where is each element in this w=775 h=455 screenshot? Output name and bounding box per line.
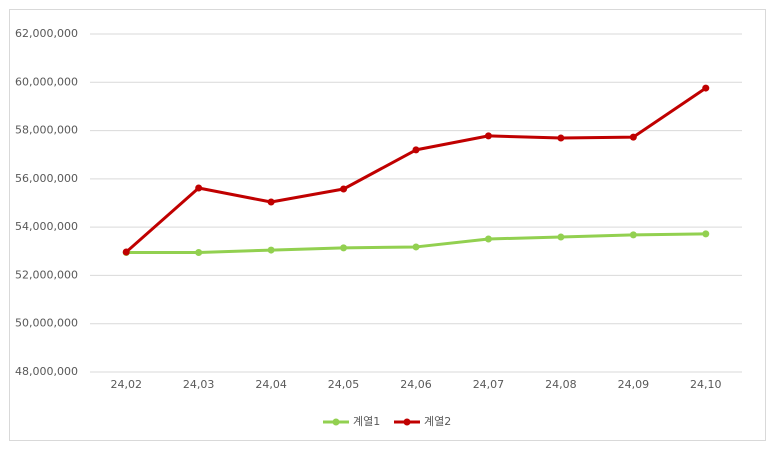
point bbox=[122, 248, 130, 256]
y-tick-label: 50,000,000 bbox=[15, 317, 78, 330]
x-tick-label: 24,02 bbox=[110, 378, 142, 391]
point bbox=[412, 146, 420, 154]
point bbox=[340, 185, 348, 193]
point bbox=[629, 231, 637, 239]
y-tick-label: 60,000,000 bbox=[15, 75, 78, 88]
y-tick-label: 58,000,000 bbox=[15, 124, 78, 137]
y-tick-label: 62,000,000 bbox=[15, 27, 78, 40]
x-tick-label: 24,05 bbox=[328, 378, 360, 391]
y-tick-label: 48,000,000 bbox=[15, 365, 78, 378]
point bbox=[195, 248, 203, 256]
x-tick-label: 24,04 bbox=[255, 378, 287, 391]
x-tick-label: 24,06 bbox=[400, 378, 432, 391]
point bbox=[557, 134, 565, 142]
y-tick-label: 52,000,000 bbox=[15, 268, 78, 281]
point bbox=[629, 133, 637, 141]
legend-marker bbox=[403, 418, 411, 426]
point bbox=[557, 233, 565, 241]
legend-marker bbox=[332, 418, 340, 426]
chart-border bbox=[9, 9, 766, 441]
x-tick-label: 24,10 bbox=[690, 378, 722, 391]
point bbox=[702, 84, 710, 92]
point bbox=[267, 198, 275, 206]
y-tick-label: 54,000,000 bbox=[15, 220, 78, 233]
x-tick-label: 24,03 bbox=[183, 378, 215, 391]
point bbox=[484, 235, 492, 243]
point bbox=[340, 244, 348, 252]
x-tick-label: 24,08 bbox=[545, 378, 577, 391]
point bbox=[195, 184, 203, 192]
x-tick-label: 24,07 bbox=[473, 378, 505, 391]
x-tick-label: 24,09 bbox=[618, 378, 650, 391]
legend-label: 계열2 bbox=[424, 415, 451, 428]
point bbox=[702, 230, 710, 238]
y-tick-label: 56,000,000 bbox=[15, 172, 78, 185]
point bbox=[484, 132, 492, 140]
point bbox=[267, 246, 275, 254]
legend-label: 계열1 bbox=[353, 415, 380, 428]
point bbox=[412, 243, 420, 251]
